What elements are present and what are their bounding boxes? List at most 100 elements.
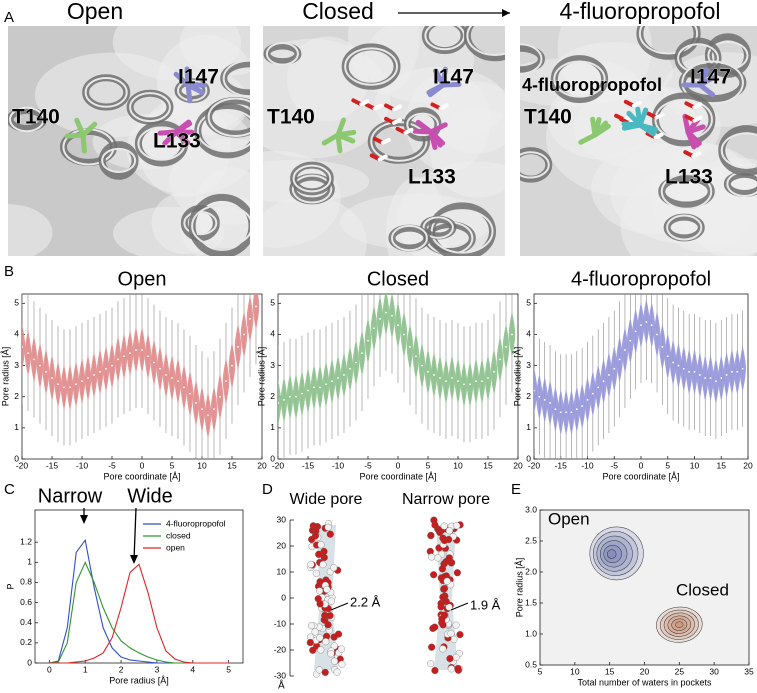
- residue-label: T140: [524, 106, 572, 129]
- violin-median: [608, 374, 610, 376]
- contour-level: [671, 618, 688, 631]
- violin-median: [591, 392, 594, 395]
- helix-highlight: [430, 209, 494, 254]
- water-atom: [431, 666, 439, 675]
- violin-median: [549, 402, 551, 404]
- plot-area: [34, 509, 244, 664]
- violin-median: [63, 386, 65, 389]
- water-atom: [327, 650, 335, 658]
- violin-median: [463, 383, 465, 386]
- x-tick-label: 5: [665, 460, 670, 470]
- violins: [278, 294, 516, 459]
- water-atom: [317, 541, 325, 549]
- y-tick-label: 2.0: [525, 566, 537, 576]
- y-tick-label: 4: [526, 329, 531, 339]
- violin-median: [439, 377, 441, 379]
- water-atom: [324, 621, 332, 629]
- x-tick-label: -10: [581, 460, 594, 470]
- legend-label: open: [166, 542, 185, 552]
- violin-median: [543, 398, 546, 401]
- water-atom: [330, 564, 338, 572]
- violins: [22, 294, 260, 459]
- water-atom: [319, 561, 327, 569]
- x-axis-label: Pore radius [Å]: [109, 675, 169, 685]
- water-atom: [437, 603, 445, 611]
- residue-label: T140: [12, 106, 60, 129]
- x-axis-label: Pore coordinate [Å]: [103, 471, 180, 481]
- violin-median: [677, 364, 680, 367]
- x-tick-label: -15: [555, 460, 568, 470]
- y-tick-label: 2: [270, 391, 275, 401]
- residue-label: L133: [665, 166, 713, 189]
- violin-median: [165, 374, 167, 376]
- y-tick-label: 0.8: [20, 577, 32, 587]
- violin-median: [27, 352, 29, 355]
- x-tick-label: 1: [83, 664, 88, 674]
- y-tick-label: -30: [274, 670, 287, 680]
- residue-stick: [157, 129, 179, 136]
- y-tick-label: 0: [27, 657, 32, 667]
- arrow-head: [502, 9, 510, 17]
- water-atom: [315, 666, 323, 674]
- surface: [179, 26, 250, 76]
- violin-median: [301, 392, 303, 395]
- violin-median: [319, 386, 321, 389]
- violin-body: [22, 324, 26, 369]
- y-tick-label: 0: [281, 592, 286, 602]
- water-atom: [427, 531, 435, 540]
- violin-median: [99, 370, 101, 373]
- water-atom: [443, 577, 451, 585]
- water-atom: [306, 639, 314, 647]
- violin-median: [629, 339, 632, 342]
- x-tick-label: -20: [528, 460, 541, 470]
- violin-median: [22, 346, 23, 348]
- violin-median: [672, 361, 674, 364]
- violin-median: [391, 314, 393, 317]
- y-tick-label: 10: [277, 566, 287, 576]
- violin-median: [51, 377, 53, 379]
- helix-highlight: [129, 92, 171, 123]
- y-tick-label: -20: [274, 644, 287, 654]
- water-stick: [438, 103, 449, 111]
- helix-highlight: [666, 214, 703, 241]
- residue-stick: [335, 132, 343, 154]
- violin-body: [252, 294, 260, 329]
- residue-stick: [173, 121, 193, 135]
- x-tick-label: 15: [483, 460, 493, 470]
- x-tick-label: 5: [170, 460, 175, 470]
- y-tick-label: 4: [14, 329, 19, 339]
- violin-median: [481, 380, 483, 383]
- violin-median: [581, 405, 584, 407]
- residue-stick: [415, 119, 434, 135]
- water-stick: [392, 104, 403, 112]
- annotation-arrow-head: [130, 555, 138, 564]
- residue-stick: [637, 122, 656, 137]
- violin-median: [243, 333, 245, 336]
- violin-median: [403, 333, 405, 336]
- residue-stick: [184, 66, 191, 88]
- water-atom: [440, 522, 448, 530]
- violin-median: [141, 349, 143, 351]
- water-atom: [314, 595, 322, 603]
- water-atom: [453, 522, 461, 530]
- y-tick-label: 3.0: [525, 504, 537, 514]
- violin-median: [427, 370, 429, 373]
- residue-stick: [635, 106, 643, 128]
- water-stick: [691, 151, 702, 159]
- y-axis-label: P: [5, 583, 15, 589]
- chart-title: Closed: [367, 268, 429, 290]
- x-tick-label: 30: [709, 666, 719, 676]
- x-tick-label: 10: [570, 666, 580, 676]
- violin-median: [534, 389, 535, 392]
- y-tick-label: 2: [14, 391, 19, 401]
- structure-image: [520, 26, 757, 256]
- water-atom: [454, 664, 462, 673]
- violin-median: [421, 364, 423, 367]
- y-tick-label: 0: [14, 453, 19, 463]
- violin-median: [487, 377, 489, 379]
- panel-title: Narrow pore: [402, 491, 490, 508]
- water-stick: [403, 127, 414, 135]
- water-atom: [317, 646, 325, 654]
- water-atom: [311, 628, 319, 636]
- panel-label: C: [4, 481, 15, 498]
